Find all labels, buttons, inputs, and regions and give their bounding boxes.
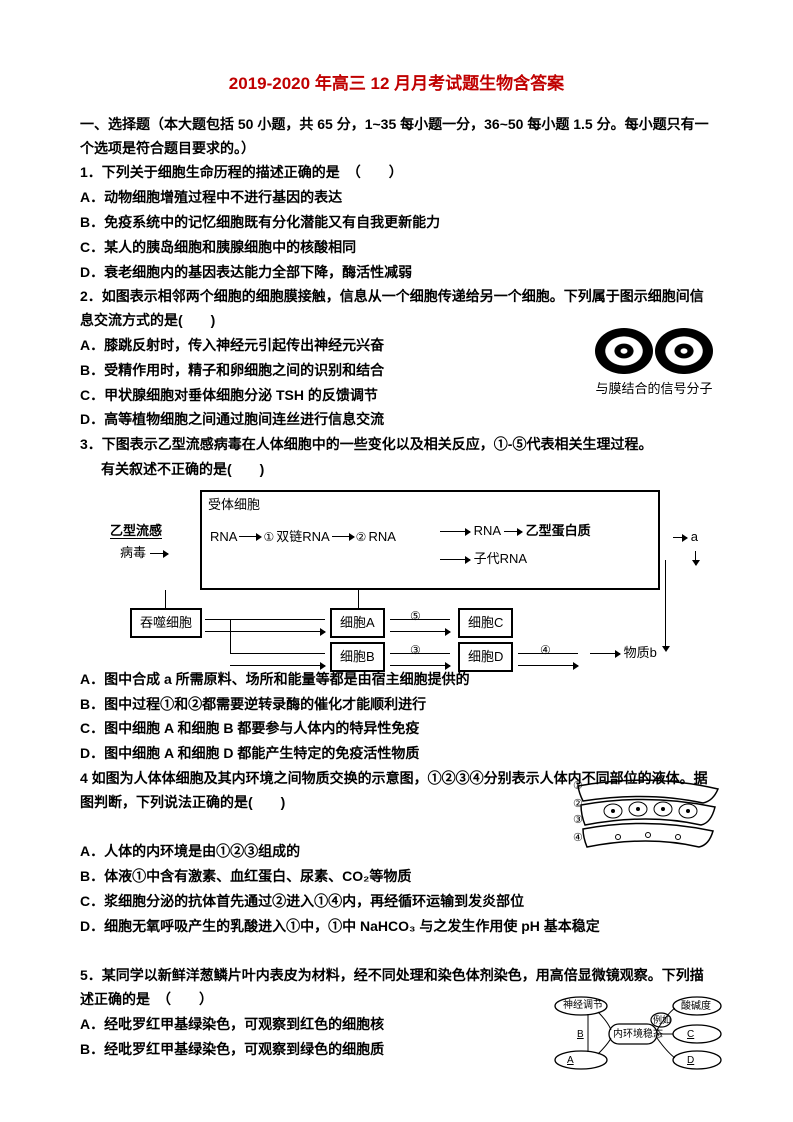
q4-figure: ① ② ③ ④: [573, 771, 723, 859]
q3-stem-1: 3．下图表示乙型流感病毒在人体细胞中的一些变化以及相关反应，①-⑤代表相关生理过…: [80, 433, 713, 457]
question-3: 3．下图表示乙型流感病毒在人体细胞中的一些变化以及相关反应，①-⑤代表相关生理过…: [80, 433, 713, 766]
oval-label: 神经调节: [563, 997, 603, 1014]
oval-label: B: [577, 1026, 584, 1043]
q4-opt-d: D．细胞无氧呼吸产生的乳酸进入①中，①中 NaHCO₃ 与之发生作用使 pH 基…: [80, 915, 713, 939]
q4-opt-c: C．浆细胞分泌的抗体首先通过②进入①④内，再经循环运输到发炎部位: [80, 890, 713, 914]
q3-opt-d: D．图中细胞 A 和细胞 D 都能产生特定的免疫活性物质: [80, 742, 713, 766]
tissue-diagram-icon: ① ② ③ ④: [573, 771, 723, 851]
oval-label: 酸碱度: [681, 998, 711, 1015]
connector: [665, 560, 666, 650]
q5-figure: 神经调节 A 内环境稳态 例如 酸碱度 C D B: [553, 994, 723, 1080]
label-1: ①: [573, 780, 583, 792]
oval-label: A: [567, 1052, 574, 1069]
page-title: 2019-2020 年高三 12 月月考试题生物含答案: [80, 70, 713, 99]
q3-opt-b: B．图中过程①和②都需要逆转录酶的催化才能顺利进行: [80, 693, 713, 717]
receptor-label: 受体细胞: [208, 494, 260, 516]
oval-label: C: [687, 1026, 694, 1043]
oval-label: D: [687, 1052, 694, 1069]
connector: [358, 590, 359, 608]
question-1: 1．下列关于细胞生命历程的描述正确的是 （ ） A．动物细胞增殖过程中不进行基因…: [80, 161, 713, 284]
cell-a-box: 细胞A: [330, 608, 385, 638]
cell-icon: [595, 328, 653, 374]
connector: [390, 619, 450, 642]
cell-d-box: 细胞D: [458, 642, 513, 672]
cell-icon: [655, 328, 713, 374]
oval-label: 例如: [653, 1013, 671, 1028]
q1-opt-d: D．衰老细胞内的基因表达能力全部下降，酶活性减弱: [80, 261, 713, 285]
connector: [205, 619, 325, 642]
q2-figure-caption: 与膜结合的信号分子: [595, 378, 713, 400]
connector: [230, 619, 231, 653]
section-instructions: 一、选择题（本大题包括 50 小题，共 65 分，1~35 每小题一分，36~5…: [80, 113, 713, 161]
question-2: 2．如图表示相邻两个细胞的细胞膜接触，信息从一个细胞传递给另一个细胞。下列属于图…: [80, 285, 713, 432]
q4-opt-b: B．体液①中含有激素、血红蛋白、尿素、CO₂等物质: [80, 865, 713, 889]
phagocyte-box: 吞噬细胞: [130, 608, 202, 638]
q1-opt-c: C．某人的胰岛细胞和胰腺细胞中的核酸相同: [80, 236, 713, 260]
connector: [390, 653, 450, 676]
q2-stem: 2．如图表示相邻两个细胞的细胞膜接触，信息从一个细胞传递给另一个细胞。下列属于图…: [80, 285, 713, 333]
q1-opt-a: A．动物细胞增殖过程中不进行基因的表达: [80, 186, 713, 210]
connector: [230, 653, 325, 676]
rna-branch: RNA 乙型蛋白质 子代RNA: [440, 520, 591, 570]
svg-text:②: ②: [573, 798, 583, 810]
q1-opt-b: B．免疫系统中的记忆细胞既有分化潜能又有自我更新能力: [80, 211, 713, 235]
cell-b-box: 细胞B: [330, 642, 385, 672]
product-a: a: [673, 526, 698, 572]
rect-label: 内环境稳态: [613, 1026, 663, 1043]
q3-opt-c: C．图中细胞 A 和细胞 B 都要参与人体内的特异性免疫: [80, 717, 713, 741]
substance-b: 物质b: [590, 642, 657, 664]
q2-opt-d: D．高等植物细胞之间通过胞间连丝进行信息交流: [80, 408, 713, 432]
question-4: 4 如图为人体体细胞及其内环境之间物质交换的示意图，①②③④分别表示人体内不同部…: [80, 767, 713, 939]
connector: [165, 590, 166, 608]
connector: [518, 653, 578, 676]
q3-diagram: 乙型流感 病毒 受体细胞 RNA ① 双链RNA ② RNA RNA 乙型蛋白质…: [110, 490, 670, 660]
cell-c-box: 细胞C: [458, 608, 513, 638]
q2-figure: 与膜结合的信号分子: [595, 328, 713, 400]
q3-stem-2: 有关叙述不正确的是( ): [80, 458, 713, 482]
rna-flow: RNA ① 双链RNA ② RNA: [210, 526, 396, 548]
svg-text:③: ③: [573, 814, 583, 826]
q1-stem: 1．下列关于细胞生命历程的描述正确的是 （ ）: [80, 161, 713, 185]
virus-label: 乙型流感 病毒: [110, 520, 168, 564]
question-5: 5．某同学以新鲜洋葱鳞片叶内表皮为材料，经不同处理和染色体剂染色，用高倍显微镜观…: [80, 964, 713, 1061]
svg-text:④: ④: [573, 832, 583, 844]
